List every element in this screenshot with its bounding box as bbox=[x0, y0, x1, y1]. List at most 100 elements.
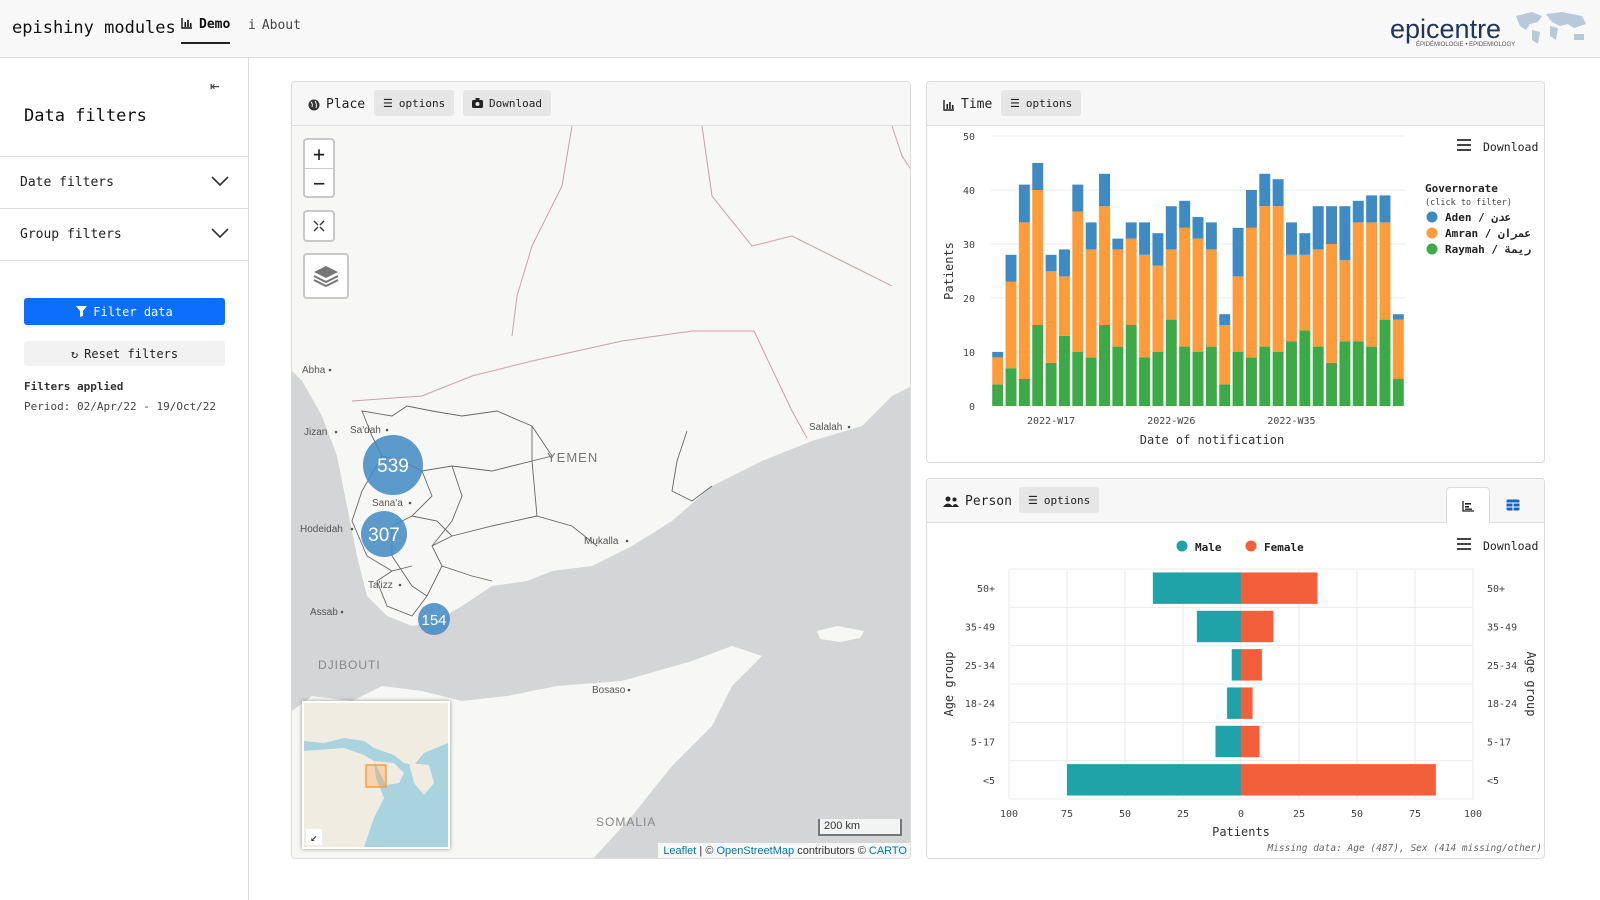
bar-segment bbox=[1085, 357, 1097, 406]
layers-button[interactable] bbox=[303, 253, 349, 299]
person-options-button[interactable]: ☰ options bbox=[1019, 487, 1100, 513]
bar-male bbox=[1227, 687, 1241, 719]
accordion-date-filters[interactable]: Date filters bbox=[0, 156, 249, 208]
collapse-sidebar-icon[interactable]: ⇤ bbox=[210, 76, 220, 95]
map[interactable]: Abha Sa'dah Jizan YEMEN Sana'a Hodeidah … bbox=[292, 126, 910, 858]
reset-filters-button[interactable]: ↻ Reset filters bbox=[24, 341, 225, 366]
place-download-label: Download bbox=[489, 96, 542, 110]
bar-segment bbox=[1072, 211, 1084, 352]
table-icon bbox=[1506, 499, 1520, 511]
bar-chart-icon bbox=[181, 18, 192, 29]
tab-demo[interactable]: Demo bbox=[181, 17, 231, 44]
person-title-label: Person bbox=[965, 494, 1012, 509]
bar-segment bbox=[1179, 346, 1191, 406]
leaflet-link[interactable]: Leaflet bbox=[663, 845, 697, 857]
person-download-button[interactable]: Download bbox=[1457, 538, 1538, 553]
zoom-control: + − bbox=[303, 138, 335, 198]
globe-icon bbox=[308, 99, 320, 110]
bar-segment bbox=[1232, 227, 1244, 277]
label-jizan: Jizan bbox=[304, 427, 327, 438]
filter-data-button[interactable]: Filter data bbox=[24, 298, 225, 325]
x-tick-label: 50 bbox=[1119, 809, 1131, 820]
person-chart: <5 <5 5-17 5-17 18-24 18-24 25-34 25-34 35-49 35-… bbox=[942, 538, 1538, 839]
bar-segment bbox=[1139, 357, 1151, 406]
bar-segment bbox=[1392, 314, 1404, 320]
label-sadah: Sa'dah bbox=[350, 425, 381, 436]
y-tick-label: 5-17 bbox=[971, 738, 995, 749]
bar-segment bbox=[1339, 341, 1351, 406]
time-download-button[interactable]: Download bbox=[1457, 139, 1538, 154]
legend-female-swatch bbox=[1245, 540, 1257, 552]
bar-segment bbox=[992, 357, 1004, 385]
bar-segment bbox=[1232, 276, 1244, 352]
sidebar: ⇤ Data filters Date filters Group filter… bbox=[0, 58, 249, 900]
users-icon bbox=[943, 496, 959, 507]
minimap[interactable]: ↙ bbox=[302, 701, 450, 849]
tab-person-table[interactable] bbox=[1491, 487, 1535, 523]
world-map-logo-icon bbox=[1516, 12, 1586, 44]
bar-segment bbox=[1272, 206, 1284, 352]
bar-chart-icon bbox=[943, 99, 954, 111]
tab-person-chart[interactable] bbox=[1446, 487, 1490, 523]
x-axis-label: Patients bbox=[1212, 825, 1270, 839]
y-axis-label: Patients bbox=[942, 242, 956, 300]
place-download-button[interactable]: Download bbox=[463, 90, 551, 116]
time-card: Time ☰ options 0 10 20 30 40 50 2022-W17 2022-W… bbox=[926, 81, 1545, 463]
bar-segment bbox=[1352, 341, 1364, 406]
sliders-icon: ☰ bbox=[1028, 493, 1038, 507]
accordion-divider bbox=[0, 260, 249, 261]
bar-segment bbox=[1032, 190, 1044, 325]
accordion-group-filters[interactable]: Group filters bbox=[0, 208, 249, 260]
y-tick-label: 20 bbox=[963, 294, 975, 305]
time-chart: 0 10 20 30 40 50 2022-W17 2022-W26 2022-W35 Date … bbox=[942, 132, 1538, 447]
bar-segment bbox=[1152, 352, 1164, 406]
label-mukalla: Mukalla bbox=[584, 536, 619, 547]
map-scale: 200 km bbox=[818, 819, 902, 836]
map-attribution: Leaflet | © OpenStreetMap contributors ©… bbox=[658, 843, 910, 858]
y-tick-label-right: 5-17 bbox=[1487, 738, 1511, 749]
bar-female bbox=[1241, 764, 1436, 796]
zoom-out-button[interactable]: − bbox=[305, 168, 333, 196]
bar-segment bbox=[1352, 200, 1364, 223]
person-card-header: Person ☰ options bbox=[927, 479, 1544, 523]
zoom-in-button[interactable]: + bbox=[312, 142, 326, 166]
bar-segment bbox=[1152, 265, 1164, 352]
attribution-text: | © bbox=[696, 845, 717, 857]
minimap-toggle-icon[interactable]: ↙ bbox=[306, 829, 322, 845]
chevron-down-icon bbox=[211, 176, 229, 187]
time-title-label: Time bbox=[961, 97, 993, 112]
place-options-button[interactable]: ☰ options bbox=[374, 90, 455, 116]
y-tick-label: 0 bbox=[969, 402, 975, 413]
label-somalia: SOMALIA bbox=[596, 815, 656, 829]
logo-subtext: ÉPIDÉMIOLOGIE • EPIDEMIOLOGY bbox=[1416, 42, 1516, 48]
y-tick-label: 25-34 bbox=[965, 661, 995, 672]
bar-segment bbox=[1085, 222, 1097, 250]
bar-segment bbox=[1032, 163, 1044, 190]
tab-about[interactable]: i About bbox=[248, 18, 301, 33]
person-download-label: Download bbox=[1483, 539, 1538, 553]
y-tick-label-right: <5 bbox=[1487, 776, 1499, 787]
filters-applied-period: Period: 02/Apr/22 - 19/Oct/22 bbox=[24, 400, 217, 413]
x-tick-label: 75 bbox=[1061, 809, 1073, 820]
bar-segment bbox=[1165, 206, 1177, 250]
layers-icon bbox=[313, 266, 339, 288]
osm-link[interactable]: OpenStreetMap bbox=[716, 845, 795, 857]
bar-segment bbox=[1286, 254, 1297, 342]
bar-segment bbox=[1352, 222, 1364, 342]
bar-female bbox=[1241, 649, 1262, 681]
bar-segment bbox=[1245, 190, 1257, 228]
bar-segment bbox=[1205, 346, 1217, 406]
person-options-label: options bbox=[1043, 493, 1091, 507]
time-options-button[interactable]: ☰ options bbox=[1001, 90, 1082, 116]
fullscreen-button[interactable] bbox=[303, 210, 335, 242]
cluster-label: 307 bbox=[368, 525, 400, 546]
label-djibouti: DJIBOUTI bbox=[318, 658, 381, 672]
y-axis-label: Age group bbox=[942, 651, 956, 716]
logo-text: epicentre bbox=[1390, 14, 1502, 44]
bar-segment bbox=[1179, 200, 1191, 228]
carto-link[interactable]: CARTO bbox=[868, 845, 907, 857]
place-card: Place ☰ options Download bbox=[291, 81, 911, 859]
app-brand[interactable]: epishiny modules bbox=[12, 18, 176, 38]
bar-segment bbox=[1112, 238, 1124, 250]
bar-segment bbox=[1312, 346, 1324, 406]
